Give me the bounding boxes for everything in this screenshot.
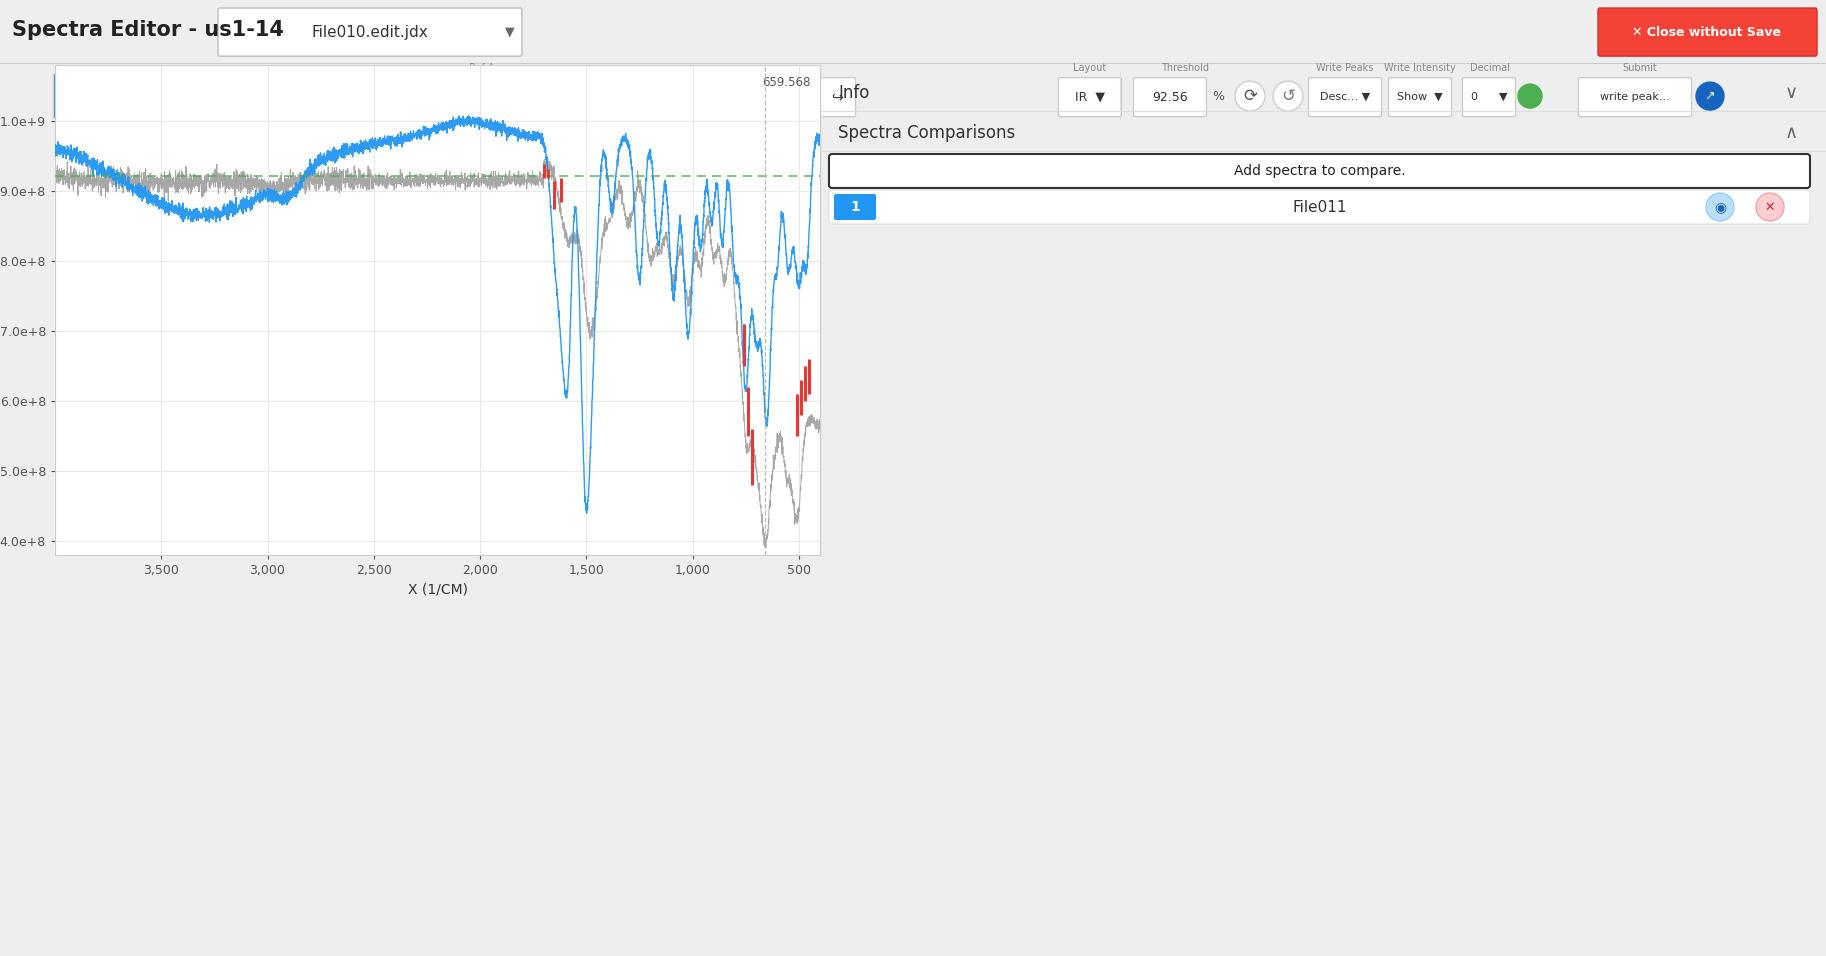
Circle shape bbox=[1757, 193, 1784, 221]
Text: Decimal: Decimal bbox=[1470, 63, 1510, 73]
Text: ↩: ↩ bbox=[792, 90, 805, 104]
FancyBboxPatch shape bbox=[93, 74, 130, 119]
Circle shape bbox=[1696, 82, 1724, 110]
Text: Info: Info bbox=[838, 84, 869, 102]
Text: ⟳: ⟳ bbox=[1244, 87, 1256, 105]
Text: -: - bbox=[500, 90, 506, 104]
Text: ◉: ◉ bbox=[1715, 200, 1726, 214]
Circle shape bbox=[1273, 81, 1304, 111]
Text: ✕ Close without Save: ✕ Close without Save bbox=[1632, 26, 1782, 38]
Text: Write Peaks: Write Peaks bbox=[1317, 63, 1373, 73]
Text: X: X bbox=[595, 91, 603, 103]
Text: J-: J- bbox=[672, 91, 679, 103]
Text: IR  ▼: IR ▼ bbox=[1076, 91, 1105, 103]
FancyBboxPatch shape bbox=[259, 74, 296, 119]
FancyBboxPatch shape bbox=[818, 77, 856, 117]
FancyBboxPatch shape bbox=[694, 77, 736, 117]
X-axis label: X (1/CM): X (1/CM) bbox=[407, 582, 467, 597]
FancyBboxPatch shape bbox=[584, 77, 614, 117]
FancyBboxPatch shape bbox=[219, 74, 256, 119]
Text: Threshold: Threshold bbox=[1161, 63, 1209, 73]
FancyBboxPatch shape bbox=[173, 74, 210, 119]
FancyBboxPatch shape bbox=[619, 77, 656, 117]
FancyBboxPatch shape bbox=[780, 77, 818, 117]
Text: Layout: Layout bbox=[1074, 63, 1107, 73]
Text: ▼: ▼ bbox=[506, 26, 515, 38]
Text: 92.56: 92.56 bbox=[1152, 91, 1187, 103]
Text: Add spectra to compare.: Add spectra to compare. bbox=[1234, 164, 1406, 178]
Text: ∨: ∨ bbox=[1784, 84, 1799, 102]
FancyBboxPatch shape bbox=[1578, 77, 1691, 117]
Text: JP+: JP+ bbox=[705, 92, 725, 102]
Text: Ref Area: Ref Area bbox=[469, 63, 511, 73]
Text: P-: P- bbox=[270, 90, 283, 102]
FancyBboxPatch shape bbox=[1463, 77, 1516, 117]
Circle shape bbox=[1517, 84, 1541, 108]
Text: A: A bbox=[108, 90, 117, 102]
FancyBboxPatch shape bbox=[1134, 77, 1207, 117]
Text: Write Intensity: Write Intensity bbox=[1384, 63, 1455, 73]
FancyBboxPatch shape bbox=[657, 77, 694, 117]
FancyBboxPatch shape bbox=[1059, 77, 1121, 117]
FancyBboxPatch shape bbox=[53, 74, 91, 119]
FancyBboxPatch shape bbox=[829, 190, 1810, 224]
Text: ⊕: ⊕ bbox=[146, 90, 157, 102]
Circle shape bbox=[1234, 81, 1265, 111]
FancyBboxPatch shape bbox=[217, 8, 522, 56]
Text: JP-: JP- bbox=[750, 92, 763, 102]
Circle shape bbox=[1705, 193, 1735, 221]
Text: Desc... ▼: Desc... ▼ bbox=[1320, 92, 1370, 102]
FancyBboxPatch shape bbox=[1309, 77, 1382, 117]
FancyBboxPatch shape bbox=[489, 77, 517, 117]
FancyBboxPatch shape bbox=[834, 194, 876, 220]
Text: J+: J+ bbox=[630, 91, 645, 103]
Text: 659.568: 659.568 bbox=[761, 76, 811, 89]
FancyBboxPatch shape bbox=[458, 77, 488, 117]
Circle shape bbox=[1757, 193, 1784, 221]
Text: ↪: ↪ bbox=[831, 90, 844, 104]
Text: 1: 1 bbox=[851, 200, 860, 214]
Text: Show  ▼: Show ▼ bbox=[1397, 92, 1443, 102]
Text: ∧: ∧ bbox=[1784, 124, 1799, 142]
Text: Spectra Comparisons: Spectra Comparisons bbox=[838, 124, 1015, 142]
FancyBboxPatch shape bbox=[1388, 77, 1452, 117]
Text: 1: 1 bbox=[548, 90, 557, 104]
FancyBboxPatch shape bbox=[829, 154, 1810, 188]
Text: ✕: ✕ bbox=[1764, 201, 1775, 213]
Text: 〜: 〜 bbox=[68, 90, 75, 102]
Text: ↺: ↺ bbox=[1282, 87, 1295, 105]
Text: File010.edit.jdx: File010.edit.jdx bbox=[312, 25, 429, 39]
FancyBboxPatch shape bbox=[520, 77, 584, 117]
FancyBboxPatch shape bbox=[133, 74, 170, 119]
Text: 0      ▼: 0 ▼ bbox=[1470, 92, 1506, 102]
Text: ↗: ↗ bbox=[1705, 90, 1715, 102]
Text: ◎: ◎ bbox=[312, 90, 323, 102]
Circle shape bbox=[1705, 193, 1735, 221]
Text: P+: P+ bbox=[228, 90, 247, 102]
Circle shape bbox=[1234, 81, 1265, 111]
Text: Submit: Submit bbox=[1623, 63, 1658, 73]
Text: Spectra Editor - us1-14: Spectra Editor - us1-14 bbox=[13, 20, 283, 40]
FancyBboxPatch shape bbox=[298, 74, 336, 119]
Text: ⟳: ⟳ bbox=[186, 90, 197, 102]
FancyBboxPatch shape bbox=[1598, 8, 1817, 56]
Text: +: + bbox=[467, 90, 478, 104]
Text: File011: File011 bbox=[1293, 200, 1348, 214]
Text: write peak...: write peak... bbox=[1600, 92, 1669, 102]
FancyBboxPatch shape bbox=[736, 77, 778, 117]
Text: %: % bbox=[1212, 90, 1223, 102]
